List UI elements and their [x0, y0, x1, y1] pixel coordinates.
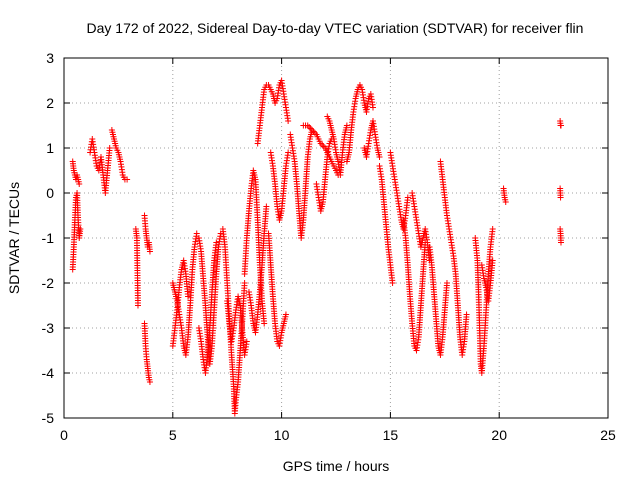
- y-tick-label: -5: [42, 410, 55, 426]
- data-point: [282, 311, 289, 318]
- data-point: [557, 122, 564, 129]
- y-tick-label: -2: [42, 275, 55, 291]
- x-tick-label: 5: [169, 427, 177, 443]
- x-axis-label: GPS time / hours: [283, 458, 390, 474]
- x-tick-labels: 0 5 10 15 20 25: [60, 427, 616, 443]
- x-tick-label: 15: [383, 427, 399, 443]
- data-point: [463, 311, 470, 318]
- data-point: [343, 122, 350, 129]
- data-point: [134, 302, 141, 309]
- data-point: [146, 248, 153, 255]
- data-point: [307, 125, 314, 132]
- chart-title: Day 172 of 2022, Sidereal Day-to-day VTE…: [87, 20, 584, 36]
- data-point: [369, 104, 376, 111]
- data-points: [69, 77, 564, 417]
- data-point: [285, 149, 292, 156]
- data-point: [193, 230, 200, 237]
- y-tick-label: 3: [46, 50, 54, 66]
- data-point: [106, 145, 113, 151]
- y-tick-labels: -5 -4 -3 -2 -1 0 1 2 3: [42, 50, 55, 426]
- data-point: [185, 293, 192, 300]
- data-point: [243, 338, 250, 345]
- data-point: [261, 320, 268, 327]
- data-point: [285, 118, 292, 124]
- data-point: [77, 226, 84, 232]
- data-point: [389, 280, 396, 286]
- y-tick-label: 0: [46, 185, 54, 201]
- data-point: [76, 181, 83, 187]
- data-point: [557, 239, 564, 246]
- data-point: [306, 124, 313, 130]
- axis-ticks: [63, 57, 609, 419]
- data-point: [489, 226, 496, 232]
- x-tick-label: 20: [491, 427, 507, 443]
- data-point: [376, 154, 383, 160]
- x-tick-label: 10: [274, 427, 290, 443]
- data-point: [124, 176, 131, 183]
- y-tick-label: -3: [42, 320, 55, 336]
- y-axis-label: SDTVAR / TECUs: [6, 182, 22, 294]
- y-tick-label: -1: [42, 230, 55, 246]
- data-point: [489, 257, 496, 264]
- x-tick-label: 25: [600, 427, 616, 443]
- y-tick-label: -4: [42, 365, 55, 381]
- data-point: [241, 280, 248, 286]
- y-tick-label: 2: [46, 95, 54, 111]
- data-point: [213, 239, 220, 246]
- data-point: [146, 379, 153, 385]
- data-point: [443, 280, 450, 286]
- y-tick-label: 1: [46, 140, 54, 156]
- data-point: [263, 203, 270, 210]
- data-point: [404, 194, 411, 201]
- data-point: [557, 194, 564, 201]
- data-point: [502, 199, 509, 205]
- x-tick-label: 0: [60, 427, 68, 443]
